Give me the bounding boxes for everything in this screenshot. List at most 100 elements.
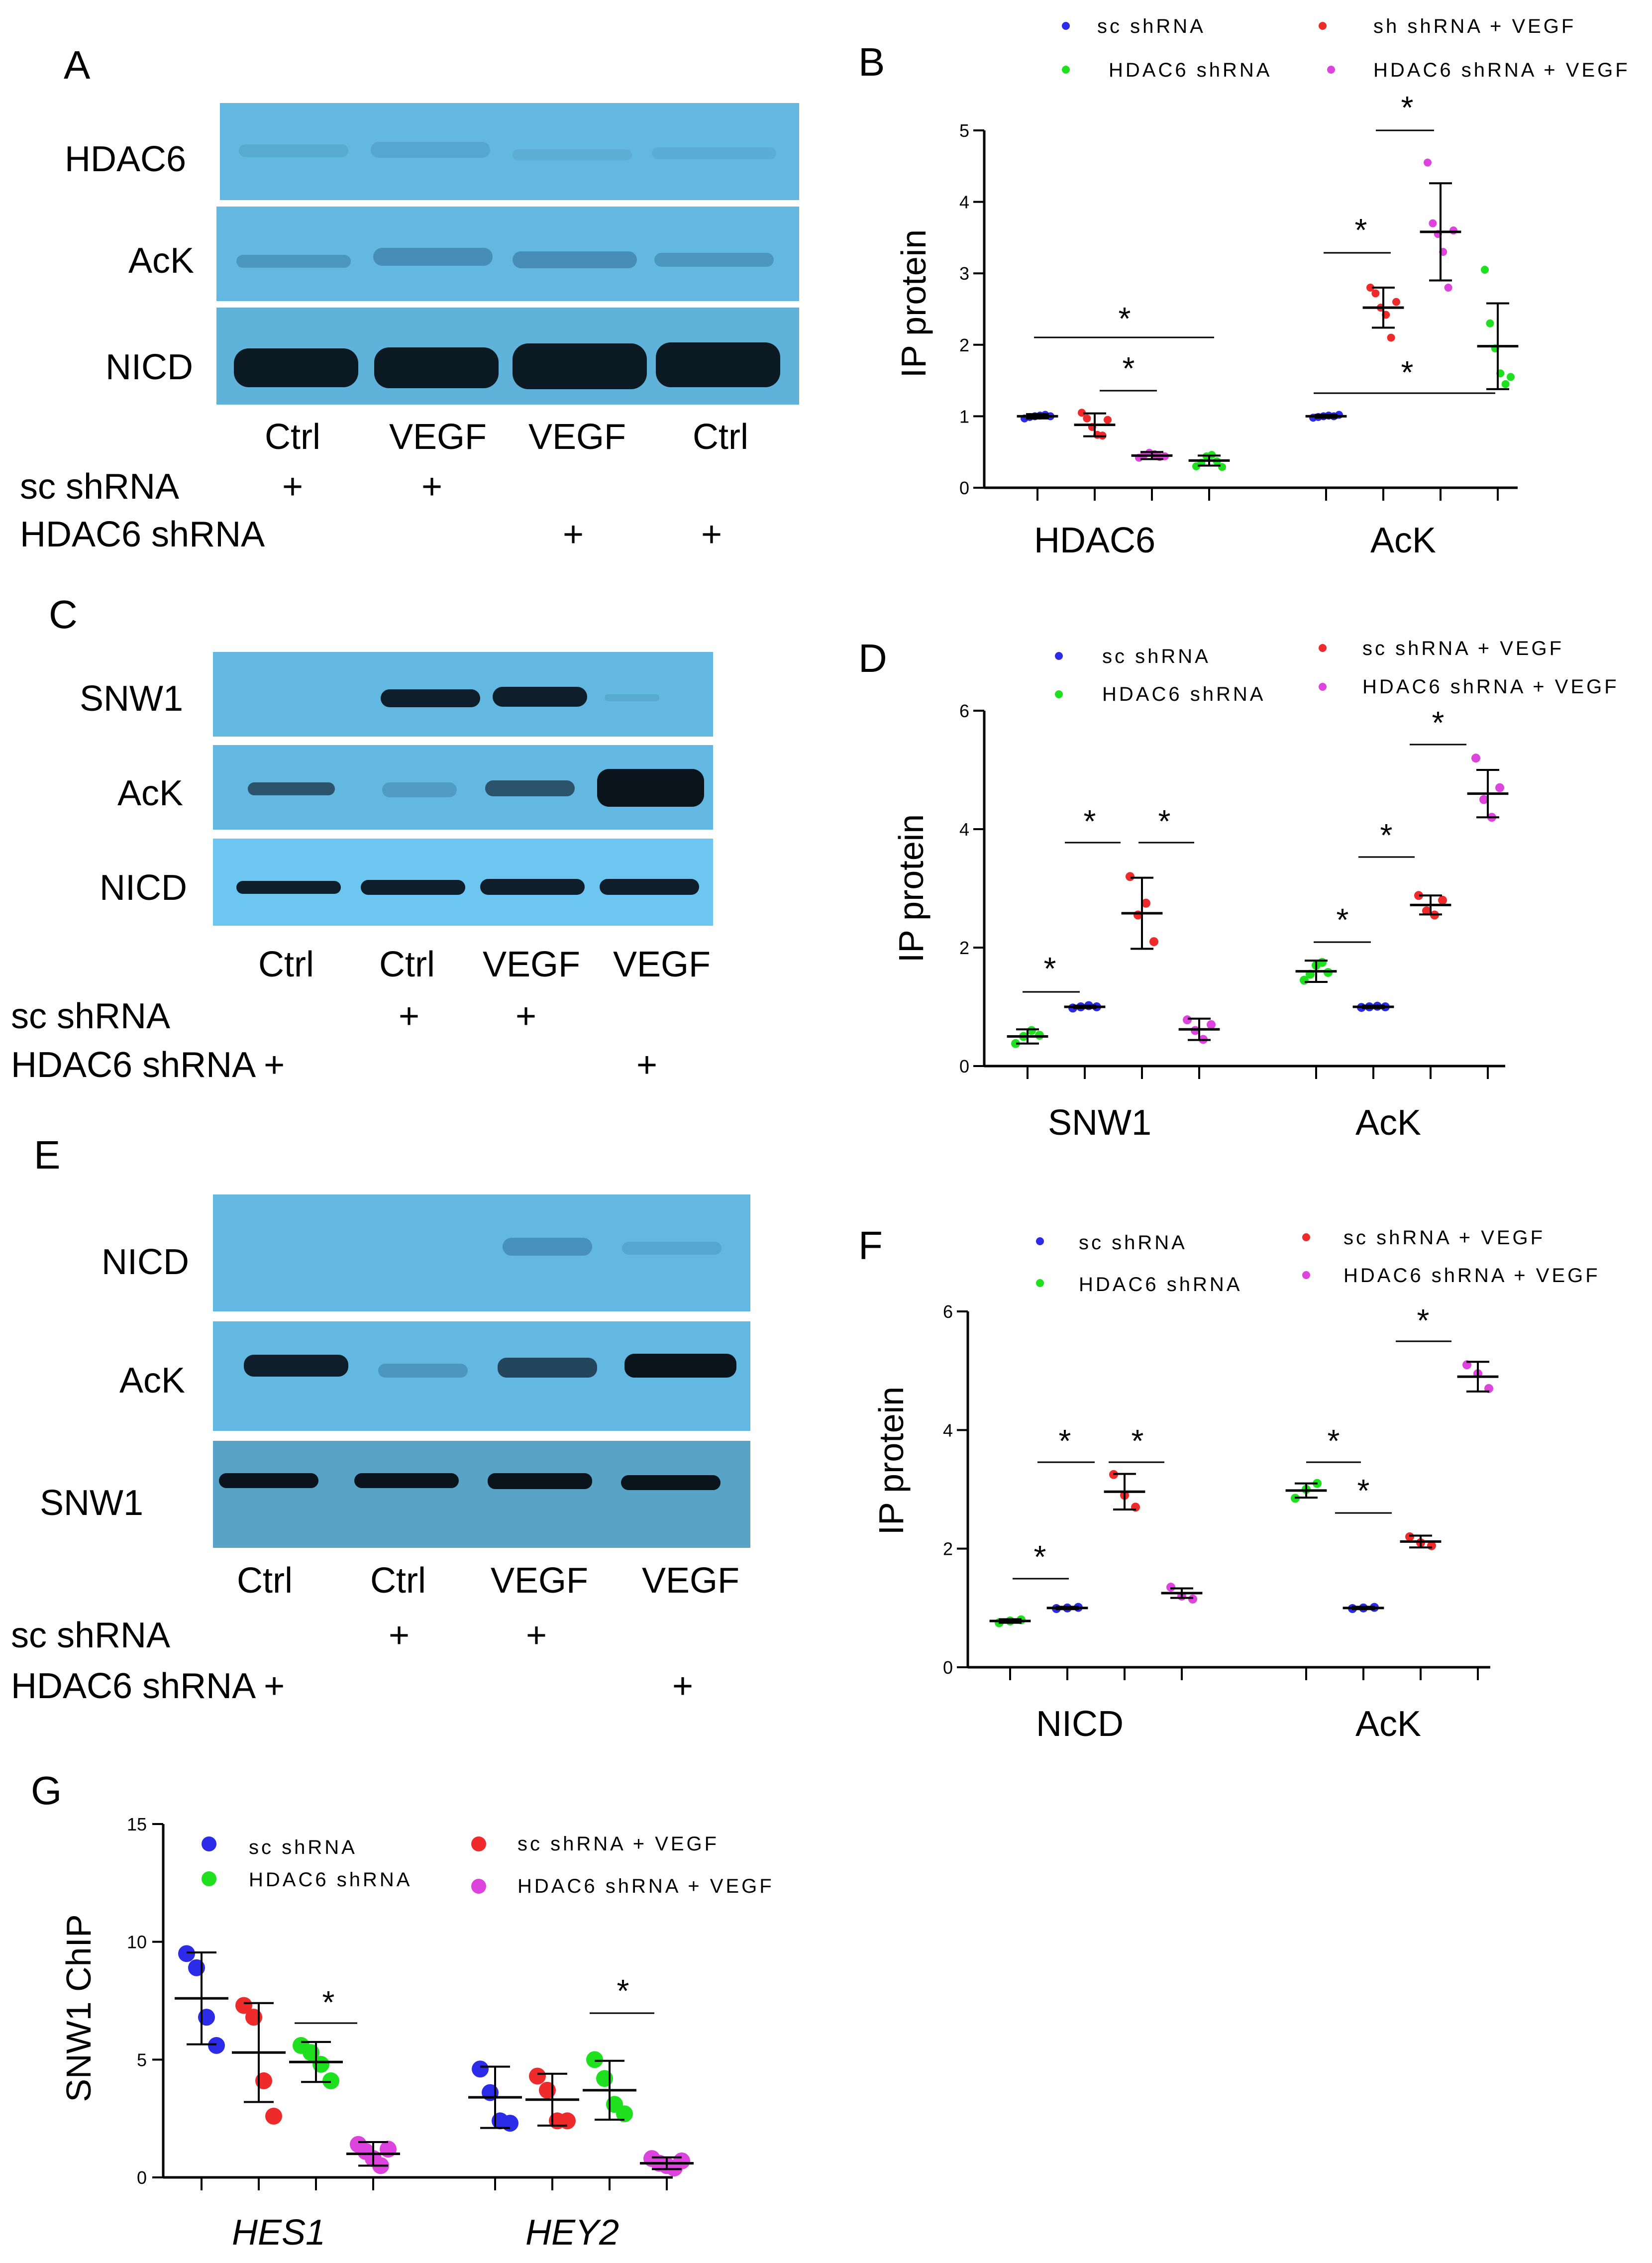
chart-f-cat-1: NICD [1036,1704,1124,1744]
chart-d: D IP protein 0 2 4 6 SNW1 AcK sc shRNA sc s… [858,636,1619,1143]
chart-f-ylabel: IP protein [872,1387,911,1535]
sig-star: * [1119,301,1131,336]
data-point [1126,872,1135,881]
sig-star: * [1401,354,1414,390]
blot-e-lane-4: VEGF [642,1561,739,1601]
y-tick-label: 1 [959,406,969,427]
y-tick-label: 0 [137,2167,147,2188]
data-point [1188,1594,1197,1604]
blot-a-mark: + [421,467,442,507]
y-tick-label: 0 [943,1657,953,1678]
y-tick-label: 0 [959,1056,969,1077]
sig-star: * [1417,1302,1430,1338]
blot-e-cond-2: HDAC6 shRNA + [11,1666,285,1706]
chart-b-legend-2: sh shRNA + VEGF [1373,15,1576,37]
data-point [1366,283,1374,292]
chart-d-legend-1: sc shRNA [1102,646,1211,667]
data-point [235,1997,252,2014]
chart-f-marks [989,1360,1499,1627]
data-point [1479,795,1488,804]
chart-f-ticks: 0 2 4 6 [943,1301,1479,1680]
data-point [1438,895,1447,905]
data-point [1449,226,1457,235]
data-point [1318,958,1327,967]
y-tick-label: 4 [959,192,969,213]
legend-dot [1319,22,1327,30]
sig-star: * [1357,1473,1370,1509]
chart-b-legend-3: HDAC6 shRNA [1109,59,1272,81]
sig-star: * [1034,1539,1046,1575]
data-point [1166,1583,1175,1592]
chart-f-legend-4: HDAC6 shRNA + VEGF [1343,1265,1600,1287]
blot-a-mark: + [701,515,722,554]
data-point [1405,1532,1414,1541]
blot-e-label-3: SNW1 [40,1483,143,1523]
data-point [1422,906,1431,916]
y-tick-label: 2 [959,335,969,355]
legend-dot [1062,22,1070,30]
blot-e-label-1: NICD [102,1242,189,1282]
data-point [1218,463,1226,471]
data-point [1414,891,1423,900]
data-point [178,1945,195,1962]
chart-f-cat-2: AcK [1355,1704,1421,1744]
blot-e-mark: + [526,1616,547,1655]
blot-a-label-3: NICD [105,347,193,387]
chart-g-ylabel: SNW1 ChIP [59,1914,98,2102]
chart-g-marks [175,1945,694,2177]
data-point [1424,158,1432,167]
blot-c-mark: + [516,996,536,1036]
sig-star: * [1355,212,1367,248]
chart-g-legend-4: HDAC6 shRNA + VEGF [517,1875,774,1897]
blot-e-lane-3: VEGF [491,1561,588,1601]
data-point [1207,1020,1216,1029]
legend-dot [1055,652,1063,660]
chart-b: B IP protein 0 1 2 3 4 5 HDAC6 AcK sc shRNA s… [858,15,1628,560]
sig-star: * [1059,1423,1071,1459]
y-tick-label: 2 [943,1539,953,1559]
chart-f-legend-1: sc shRNA [1079,1232,1187,1254]
blot-c-label-1: SNW1 [80,679,183,719]
sig-star: * [1401,90,1414,125]
sig-star: * [1328,1423,1340,1459]
blot-a-lane-3: VEGF [528,417,626,457]
data-point [586,2051,603,2068]
chart-d-ylabel: IP protein [892,814,930,963]
legend-dot [1055,690,1063,698]
chart-g-cat-2: HEY2 [525,2213,619,2253]
blot-c-lane-4: VEGF [613,945,711,984]
sig-star: * [1123,350,1135,386]
y-tick-label: 4 [959,819,969,840]
chart-b-legend-1: sc shRNA [1097,15,1206,37]
blot-c-lane-2: Ctrl [379,945,435,984]
blot-e-lane-1: Ctrl [237,1561,293,1601]
blot-c-mark: + [399,996,419,1036]
blot-a-row-1 [220,103,799,200]
blot-e-bands [219,1238,736,1490]
legend-dot [202,1836,216,1851]
data-point [502,2115,518,2132]
blot-c-lane-1: Ctrl [258,945,314,984]
blot-a-label-2: AcK [128,241,194,281]
blot-e-lane-2: Ctrl [370,1561,426,1601]
legend-dot [202,1871,216,1886]
data-point [1429,219,1437,227]
data-point [1027,1026,1036,1035]
legend-dot [1302,1271,1310,1279]
blot-a-lane-4: Ctrl [693,417,748,457]
chart-d-marks [1007,754,1509,1048]
chart-d-legend-2: sc shRNA + VEGF [1362,638,1564,659]
data-point [1507,373,1515,381]
panel-b-letter: B [858,40,885,84]
sig-star: * [1132,1423,1144,1459]
data-point [529,2067,546,2085]
data-point [1011,1039,1020,1048]
blot-a-cond-2: HDAC6 shRNA [20,515,265,554]
legend-dot [471,1836,486,1851]
data-point [472,2060,489,2078]
data-point [1444,283,1452,292]
data-point [1495,783,1504,792]
data-point [1481,266,1489,274]
chart-d-legend-4: HDAC6 shRNA + VEGF [1362,676,1619,698]
